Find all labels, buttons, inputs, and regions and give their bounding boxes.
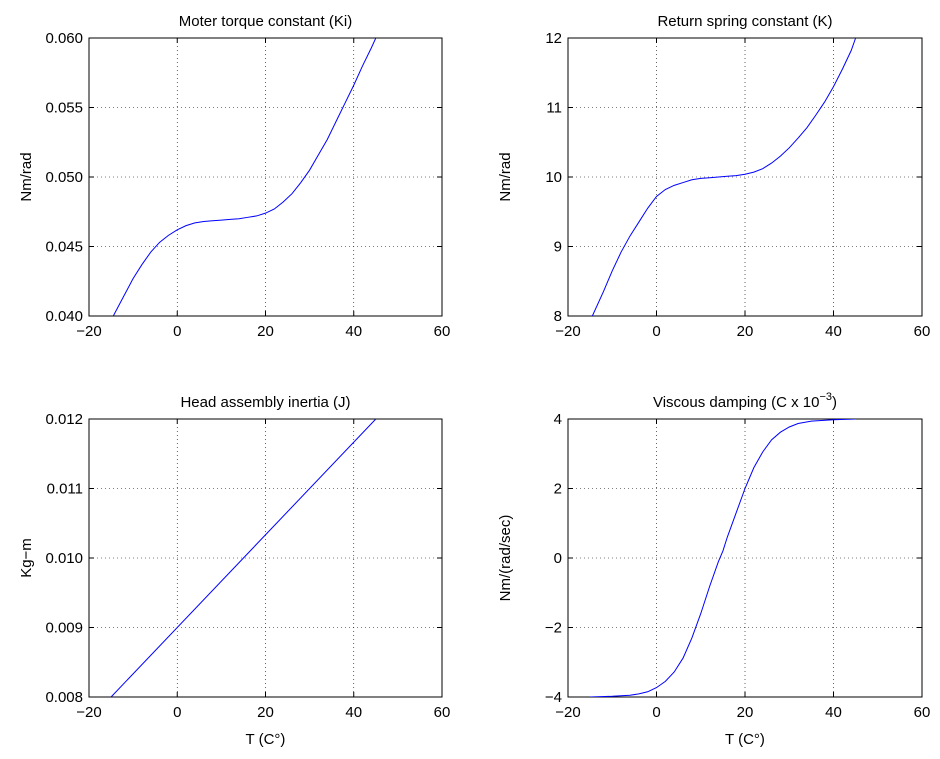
y-tick-label: 12 <box>545 30 562 47</box>
y-tick-label: 2 <box>554 481 562 498</box>
y-tick-label: 0.050 <box>45 169 83 186</box>
y-tick-label: 0.010 <box>45 550 83 567</box>
x-tick-label: 60 <box>914 323 931 340</box>
y-tick-label: 10 <box>545 169 562 186</box>
series-line-1 <box>112 38 377 316</box>
y-tick-label: 0.055 <box>45 100 83 117</box>
y-tick-label: 4 <box>554 411 562 428</box>
x-axis-label: T (C°) <box>246 731 286 748</box>
y-tick-label: 0.045 <box>45 239 83 256</box>
x-tick-label: 0 <box>173 704 181 721</box>
y-tick-label: 0.060 <box>45 30 83 47</box>
y-axis-label: Kg−m <box>18 538 35 578</box>
x-tick-label: 40 <box>345 323 362 340</box>
x-tick-label: 0 <box>652 323 660 340</box>
y-tick-label: 9 <box>554 239 562 256</box>
chart-title-text: Head assembly inertia (J) <box>180 394 350 411</box>
x-tick-label: 60 <box>434 323 451 340</box>
subplot-1: −20 0 20 40 60 0.040 0.045 0.050 0.055 0.060 Moter… <box>18 13 450 340</box>
y-tick-label: 11 <box>546 100 562 117</box>
x-tick-label: 0 <box>652 704 660 721</box>
chart-title-end: ) <box>832 394 837 411</box>
subplot-3: −20 0 20 40 60 0.008 0.009 0.010 0.011 0.012 Head … <box>18 394 450 748</box>
series-line-1 <box>590 419 856 697</box>
y-axis-label: Nm/rad <box>18 152 35 201</box>
chart-title: Return spring constant (K) <box>657 13 832 30</box>
y-tick-label: 0.012 <box>45 411 83 428</box>
y-tick-label: 0 <box>554 550 562 567</box>
chart-title: Moter torque constant (Ki) <box>179 13 352 30</box>
x-tick-label: −20 <box>555 323 580 340</box>
x-tick-label: 40 <box>345 704 362 721</box>
chart-title-text: Viscous damping (C x 10 <box>653 394 819 411</box>
x-axis-label: T (C°) <box>725 731 765 748</box>
x-tick-label: 40 <box>825 323 842 340</box>
chart-title-superscript: −3 <box>819 391 832 403</box>
x-tick-label: 40 <box>825 704 842 721</box>
x-tick-label: 20 <box>257 704 274 721</box>
x-tick-label: 60 <box>434 704 451 721</box>
x-tick-label: 20 <box>257 323 274 340</box>
x-tick-label: 20 <box>737 704 754 721</box>
x-tick-label: −20 <box>555 704 580 721</box>
x-tick-label: −20 <box>76 323 101 340</box>
series-line-1 <box>110 419 377 697</box>
chart-title-text: Return spring constant (K) <box>657 13 832 30</box>
y-tick-label: 0.040 <box>45 308 83 325</box>
x-tick-label: 0 <box>173 323 181 340</box>
y-tick-label: 0.009 <box>45 620 83 637</box>
chart-title: Viscous damping (C x 10−3) <box>653 391 837 411</box>
y-tick-label: −4 <box>545 689 562 706</box>
x-tick-label: 20 <box>737 323 754 340</box>
chart-title-text: Moter torque constant (Ki) <box>179 13 352 30</box>
x-tick-label: 60 <box>914 704 931 721</box>
y-tick-label: 0.011 <box>47 481 83 498</box>
y-axis-label: Nm/rad <box>497 152 514 201</box>
y-tick-label: 0.008 <box>45 689 83 706</box>
series-line-1 <box>591 38 857 316</box>
y-tick-label: −2 <box>545 620 562 637</box>
x-tick-label: −20 <box>76 704 101 721</box>
chart-title: Head assembly inertia (J) <box>180 394 350 411</box>
subplot-2: −20 0 20 40 60 8 9 10 11 12 Return spring constant… <box>497 13 930 340</box>
y-tick-label: 8 <box>554 308 562 325</box>
y-axis-label: Nm/(rad/sec) <box>497 515 514 602</box>
